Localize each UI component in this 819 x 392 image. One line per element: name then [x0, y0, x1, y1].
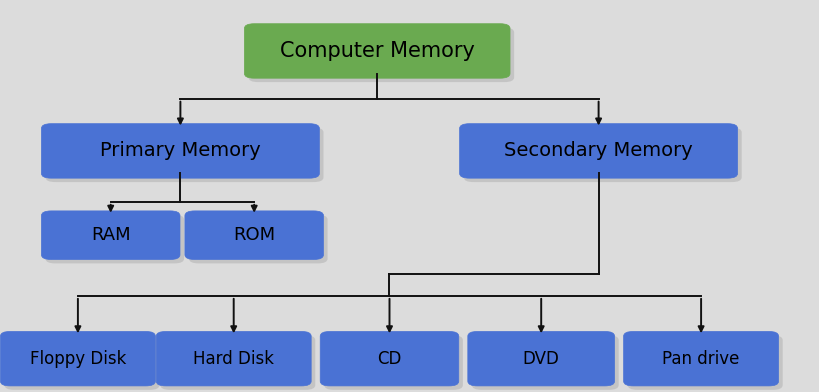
FancyBboxPatch shape: [248, 28, 514, 82]
FancyBboxPatch shape: [41, 124, 319, 178]
Text: Floppy Disk: Floppy Disk: [29, 350, 126, 368]
Text: ROM: ROM: [233, 226, 275, 244]
Text: Pan drive: Pan drive: [662, 350, 739, 368]
FancyBboxPatch shape: [324, 336, 462, 390]
FancyBboxPatch shape: [185, 211, 323, 260]
Text: Hard Disk: Hard Disk: [193, 350, 274, 368]
FancyBboxPatch shape: [156, 332, 311, 386]
FancyBboxPatch shape: [188, 215, 327, 263]
FancyBboxPatch shape: [244, 24, 509, 78]
FancyBboxPatch shape: [160, 336, 314, 390]
Text: DVD: DVD: [523, 350, 559, 368]
FancyBboxPatch shape: [4, 336, 159, 390]
Text: CD: CD: [377, 350, 401, 368]
FancyBboxPatch shape: [42, 211, 180, 260]
Text: Primary Memory: Primary Memory: [100, 142, 260, 160]
Text: Computer Memory: Computer Memory: [279, 41, 474, 61]
FancyBboxPatch shape: [627, 336, 781, 390]
FancyBboxPatch shape: [623, 332, 778, 386]
FancyBboxPatch shape: [459, 124, 737, 178]
FancyBboxPatch shape: [472, 336, 618, 390]
FancyBboxPatch shape: [46, 128, 323, 182]
FancyBboxPatch shape: [464, 128, 741, 182]
FancyBboxPatch shape: [319, 332, 458, 386]
Text: RAM: RAM: [91, 226, 130, 244]
FancyBboxPatch shape: [46, 215, 183, 263]
Text: Secondary Memory: Secondary Memory: [504, 142, 692, 160]
FancyBboxPatch shape: [467, 332, 614, 386]
FancyBboxPatch shape: [0, 332, 156, 386]
